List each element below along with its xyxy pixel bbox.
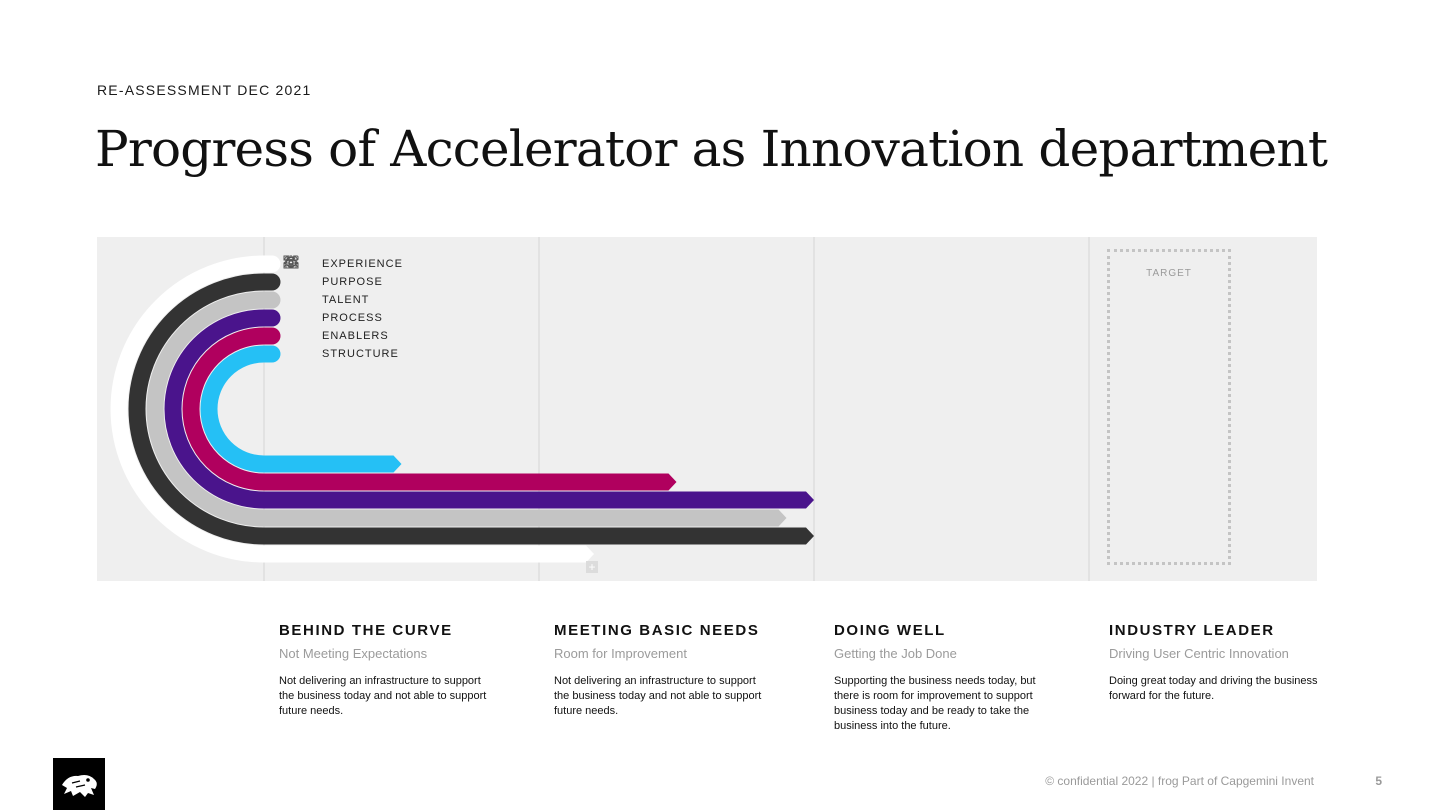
- stage-description: Doing great today and driving the busine…: [1109, 675, 1318, 702]
- legend-label: ENABLERS: [322, 330, 389, 342]
- legend-item-process: PROCESS: [283, 256, 403, 327]
- arc-talent: [146, 291, 281, 527]
- stage-subheading: Driving User Centric Innovation: [1109, 646, 1289, 661]
- stage-subheading: Getting the Job Done: [834, 646, 957, 661]
- legend-label: EXPERIENCE: [322, 258, 403, 270]
- frog-logo: [53, 758, 105, 810]
- target-label: TARGET: [1146, 268, 1192, 279]
- stage-industry-leader: INDUSTRY LEADER Driving User Centric Inn…: [1109, 622, 1339, 704]
- stage-heading: INDUSTRY LEADER: [1109, 622, 1275, 639]
- slide-kicker: RE-ASSESSMENT DEC 2021: [97, 82, 312, 98]
- stage-meeting-basic-needs: MEETING BASIC NEEDS Room for Improvement…: [554, 622, 784, 719]
- stage-behind-the-curve: BEHIND THE CURVE Not Meeting Expectation…: [279, 622, 509, 719]
- arc-enablers: [182, 327, 281, 491]
- stage-subheading: Not Meeting Expectations: [279, 646, 428, 661]
- maturity-chart: EXPERIENCE PURPOSE TALENT: [97, 237, 1317, 581]
- slide-title: Progress of Accelerator as Innovation de…: [95, 120, 1328, 178]
- stage-description: Supporting the business needs today, but…: [834, 675, 1036, 732]
- legend-item-experience: EXPERIENCE: [283, 255, 403, 273]
- legend-item-enablers: ENABLERS: [283, 257, 403, 345]
- target-box: TARGET: [1107, 249, 1231, 565]
- stage-description: Not delivering an infrastructure to supp…: [279, 675, 487, 717]
- maturity-chart-svg: [97, 237, 1317, 581]
- bar-structure: [264, 455, 402, 473]
- stage-doing-well: DOING WELL Getting the Job Done Supporti…: [834, 622, 1064, 734]
- bar-talent: [264, 509, 787, 527]
- page-number: 5: [1375, 774, 1382, 788]
- arc-structure: [200, 345, 281, 473]
- bar-process: [264, 491, 814, 509]
- arc-experience: [110, 255, 281, 563]
- legend-label: TALENT: [322, 294, 370, 306]
- chart-legend: EXPERIENCE PURPOSE TALENT: [283, 255, 403, 363]
- plus-icon[interactable]: +: [586, 561, 598, 573]
- stage-description: Not delivering an infrastructure to supp…: [554, 675, 762, 717]
- frog-icon: [62, 775, 97, 797]
- stage-heading: BEHIND THE CURVE: [279, 622, 453, 639]
- legend-label: STRUCTURE: [322, 348, 399, 360]
- legend-label: PURPOSE: [322, 276, 383, 288]
- legend-label: PROCESS: [322, 312, 383, 324]
- legend-item-purpose: PURPOSE: [283, 255, 403, 291]
- bar-experience: [264, 545, 594, 563]
- bar-enablers: [264, 473, 677, 491]
- legend-item-talent: TALENT: [283, 256, 403, 309]
- stage-heading: DOING WELL: [834, 622, 946, 639]
- stage-heading: MEETING BASIC NEEDS: [554, 622, 760, 639]
- arc-process: [164, 309, 281, 509]
- arc-purpose: [128, 273, 281, 545]
- footer-text: © confidential 2022 | frog Part of Capge…: [1045, 774, 1314, 788]
- bar-purpose: [264, 527, 814, 545]
- legend-item-structure: STRUCTURE: [283, 256, 403, 363]
- stage-subheading: Room for Improvement: [554, 646, 687, 661]
